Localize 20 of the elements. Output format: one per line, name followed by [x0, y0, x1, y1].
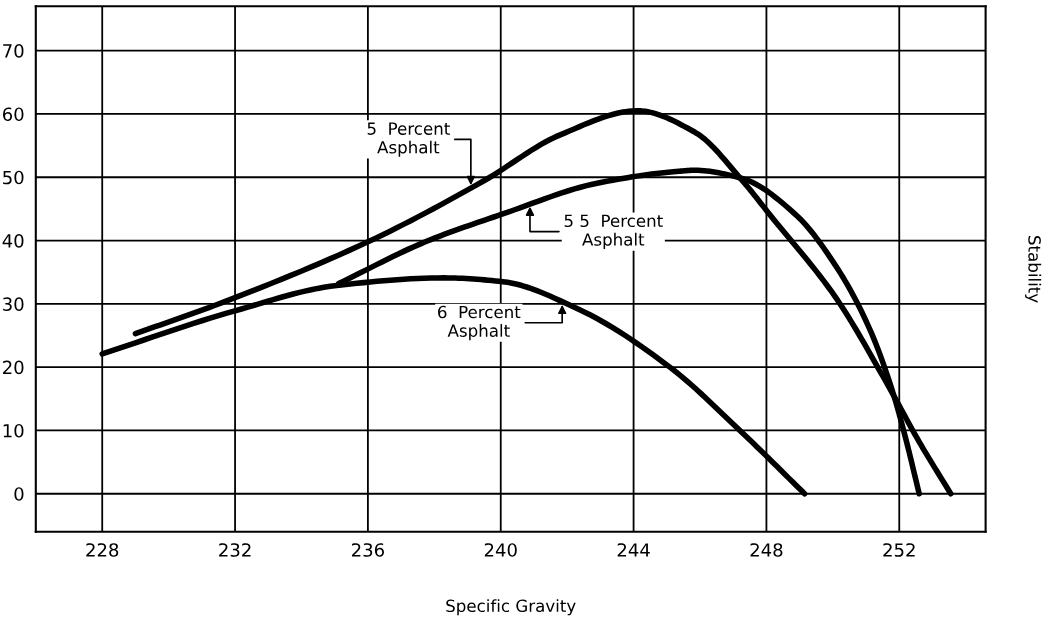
- y-tick-label: 50: [3, 170, 24, 185]
- annotation: 5 5 Percent Asphalt: [564, 214, 663, 249]
- y-tick-label: 20: [3, 360, 24, 375]
- annotation: 5 Percent Asphalt: [367, 122, 450, 157]
- annotation: 6 Percent Asphalt: [438, 305, 521, 341]
- y-tick-label: 10: [3, 423, 24, 438]
- x-axis-title: Specific Gravity: [446, 599, 576, 616]
- x-tick-label: 252: [883, 543, 915, 557]
- x-tick-label: 232: [219, 543, 251, 557]
- x-tick-label: 240: [484, 543, 517, 557]
- x-tick-label: 244: [617, 543, 650, 557]
- y-tick-label: 60: [2, 107, 24, 122]
- y-tick-label: 40: [2, 234, 24, 248]
- y-tick-label: 0: [14, 487, 24, 501]
- y-axis-title: Stability: [1025, 236, 1042, 303]
- x-tick-label: 236: [351, 543, 384, 557]
- x-tick-label: 248: [750, 543, 783, 557]
- x-tick-label: 228: [86, 543, 119, 557]
- y-tick-label: 30: [3, 297, 24, 311]
- y-tick-label: 70: [3, 44, 24, 58]
